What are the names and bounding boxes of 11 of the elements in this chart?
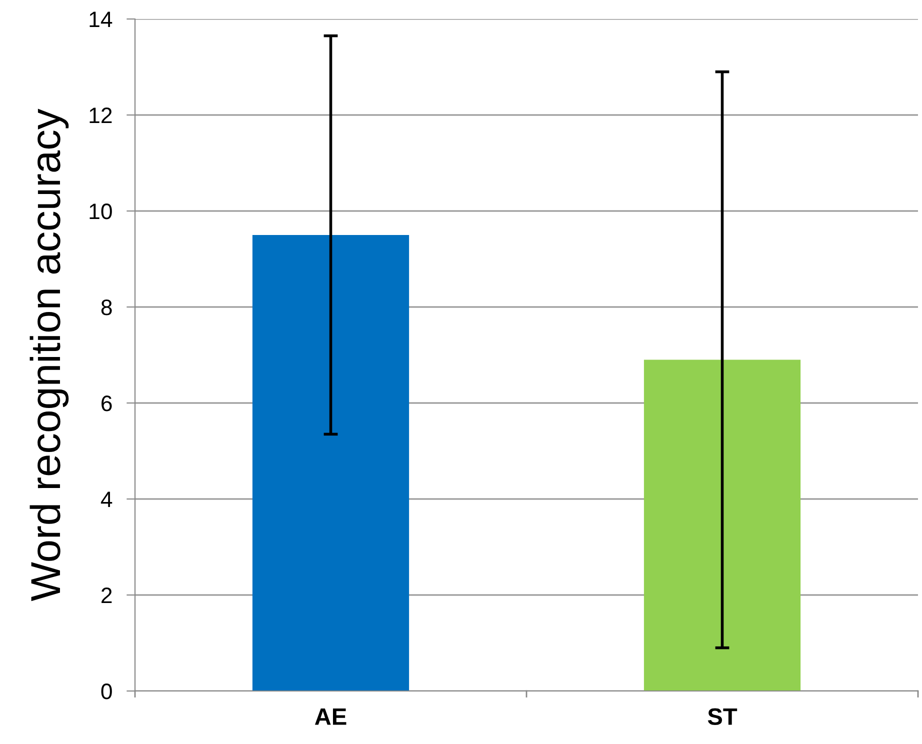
y-tick-label: 2	[102, 588, 112, 604]
y-tick-label: 8	[101, 300, 112, 316]
y-tick-label: 0	[101, 684, 112, 700]
x-tick-label: ST	[708, 708, 738, 726]
y-tick-label: 4	[100, 492, 112, 508]
y-tick-label: 14	[90, 12, 112, 28]
y-tick-label: 10	[90, 204, 112, 220]
y-axis-title: Word recognition accuracy	[30, 108, 69, 602]
y-tick-label: 6	[102, 396, 112, 412]
x-tick-label: AE	[314, 708, 346, 725]
y-tick-label: 12	[90, 108, 112, 124]
